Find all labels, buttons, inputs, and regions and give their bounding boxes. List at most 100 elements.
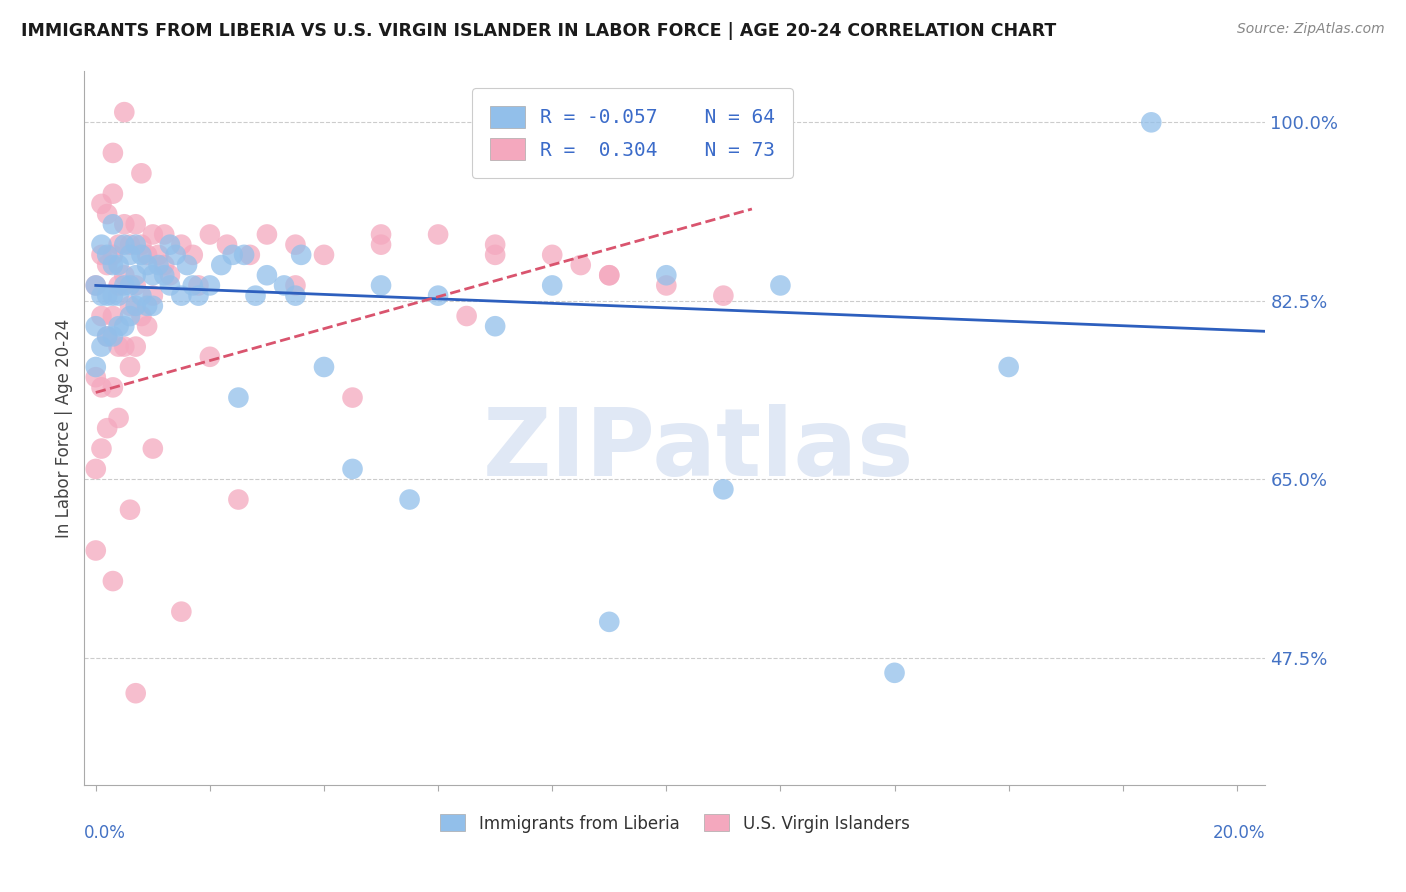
Point (170, 605, 193, 619)
Text: Source: ZipAtlas.com: Source: ZipAtlas.com (1237, 22, 1385, 37)
Point (284, 288, 307, 302)
Point (598, 268, 620, 283)
Point (398, 492, 420, 507)
Point (101, 145, 124, 160)
Legend: Immigrants from Liberia, U.S. Virgin Islanders: Immigrants from Liberia, U.S. Virgin Isl… (432, 806, 918, 841)
Point (90, 380, 112, 394)
Point (90, 340, 112, 354)
Point (118, 502, 141, 516)
Point (228, 391, 250, 405)
Point (187, 288, 209, 302)
Point (170, 288, 193, 302)
Text: ZIPatlas: ZIPatlas (482, 403, 914, 496)
Point (125, 268, 148, 283)
Point (96, 329, 118, 343)
Point (598, 615, 620, 629)
Point (96, 288, 118, 302)
Point (484, 248, 506, 262)
Point (769, 278, 792, 293)
Point (187, 278, 209, 293)
Point (131, 166, 153, 180)
Point (484, 237, 506, 252)
Point (101, 217, 124, 231)
Point (484, 319, 506, 334)
Point (181, 248, 204, 262)
Point (427, 227, 450, 242)
Point (101, 288, 124, 302)
Point (101, 309, 124, 323)
Point (84, 462, 107, 476)
Point (142, 268, 165, 283)
Point (101, 248, 124, 262)
Point (245, 288, 267, 302)
Point (90, 309, 112, 323)
Point (883, 665, 905, 680)
Point (112, 268, 135, 283)
Point (101, 329, 124, 343)
Point (233, 248, 256, 262)
Point (125, 237, 148, 252)
Point (569, 258, 592, 272)
Point (290, 248, 312, 262)
Point (101, 574, 124, 588)
Point (96, 421, 118, 435)
Point (131, 237, 153, 252)
Point (284, 278, 307, 293)
Point (96, 329, 118, 343)
Point (655, 268, 678, 283)
Point (125, 340, 148, 354)
Point (198, 278, 221, 293)
Point (131, 309, 153, 323)
Point (136, 319, 159, 334)
Point (101, 380, 124, 394)
Point (118, 299, 141, 313)
Point (96, 207, 118, 221)
Point (711, 288, 734, 302)
Point (239, 248, 262, 262)
Point (112, 237, 135, 252)
Point (456, 309, 478, 323)
Point (125, 217, 148, 231)
Point (90, 442, 112, 456)
Point (711, 483, 734, 497)
Point (655, 278, 678, 293)
Point (370, 237, 392, 252)
Point (84, 319, 107, 334)
Point (118, 359, 141, 374)
Point (136, 248, 159, 262)
Point (142, 288, 165, 302)
Point (159, 278, 181, 293)
Point (222, 248, 245, 262)
Point (107, 411, 129, 425)
Point (256, 268, 278, 283)
Point (153, 258, 176, 272)
Point (142, 227, 165, 242)
Point (541, 248, 564, 262)
Text: 20.0%: 20.0% (1213, 824, 1265, 842)
Text: IMMIGRANTS FROM LIBERIA VS U.S. VIRGIN ISLANDER IN LABOR FORCE | AGE 20-24 CORRE: IMMIGRANTS FROM LIBERIA VS U.S. VIRGIN I… (21, 22, 1056, 40)
Point (118, 309, 141, 323)
Point (112, 319, 135, 334)
Point (84, 359, 107, 374)
Point (427, 288, 450, 302)
Point (312, 359, 335, 374)
Point (107, 278, 129, 293)
Point (125, 686, 148, 700)
Point (153, 268, 176, 283)
Point (84, 278, 107, 293)
Point (131, 248, 153, 262)
Point (215, 237, 238, 252)
Point (209, 258, 232, 272)
Point (118, 237, 141, 252)
Point (153, 227, 176, 242)
Point (176, 258, 198, 272)
Point (159, 237, 181, 252)
Point (198, 227, 221, 242)
Point (142, 299, 165, 313)
Point (997, 359, 1019, 374)
Point (107, 258, 129, 272)
Point (1140, 115, 1163, 129)
Point (90, 288, 112, 302)
Point (342, 462, 364, 476)
Point (96, 248, 118, 262)
